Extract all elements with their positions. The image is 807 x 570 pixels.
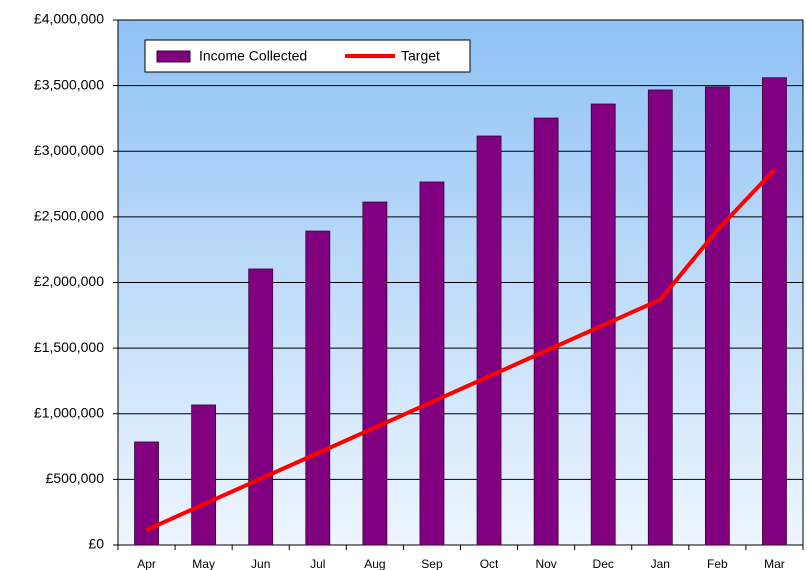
bar	[704, 86, 730, 546]
x-tick-label: Nov	[535, 557, 556, 570]
bar	[362, 201, 388, 546]
y-tick-label: £1,000,000	[34, 404, 104, 420]
y-tick-label: £2,500,000	[34, 208, 104, 224]
x-tick-label: Apr	[137, 557, 156, 570]
bar	[419, 181, 445, 546]
x-tick-label: Feb	[707, 557, 728, 570]
y-tick-label: £2,000,000	[34, 273, 104, 289]
y-tick-label: £3,500,000	[34, 76, 104, 92]
x-tick-label: Oct	[480, 557, 499, 570]
x-tick-label: Sep	[421, 557, 443, 570]
bar	[647, 89, 673, 546]
y-tick-label: £1,500,000	[34, 339, 104, 355]
x-tick-label: May	[192, 557, 215, 570]
x-tick-label: Aug	[364, 557, 385, 570]
x-tick-label: Mar	[764, 557, 785, 570]
legend-label: Income Collected	[199, 48, 307, 64]
target-line	[145, 168, 776, 532]
bar	[191, 404, 217, 546]
y-tick-label: £3,000,000	[34, 142, 104, 158]
x-tick-label: Jun	[251, 557, 270, 570]
x-tick-label: Jul	[310, 557, 325, 570]
x-tick-label: Dec	[593, 557, 614, 570]
y-tick-label: £4,000,000	[34, 11, 104, 27]
bar	[762, 77, 787, 546]
bar	[533, 117, 559, 546]
bar	[476, 135, 502, 546]
bar	[248, 268, 274, 546]
x-tick-label: Jan	[651, 557, 670, 570]
legend-swatch	[156, 50, 191, 63]
bar	[305, 230, 331, 546]
legend-box	[144, 39, 471, 73]
legend-label: Target	[401, 48, 440, 64]
y-tick-label: £0	[88, 536, 104, 552]
y-tick-label: £500,000	[46, 470, 105, 486]
